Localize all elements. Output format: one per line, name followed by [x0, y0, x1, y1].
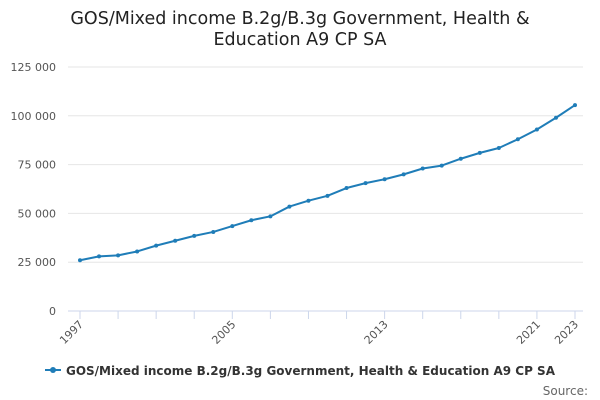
data-point[interactable] [230, 224, 235, 229]
data-point[interactable] [458, 156, 463, 161]
chart-title-line-1: GOS/Mixed income B.2g/B.3g Government, H… [70, 9, 530, 29]
data-point[interactable] [135, 249, 140, 254]
y-tick-label: 0 [49, 305, 56, 318]
y-tick-label: 50 000 [18, 207, 57, 220]
data-point[interactable] [553, 115, 558, 120]
data-point[interactable] [78, 258, 82, 263]
legend-series-marker-icon [44, 366, 61, 373]
x-tick-label: 2021 [514, 318, 543, 347]
series-layer [78, 103, 577, 263]
y-tick-label: 125 000 [11, 61, 57, 74]
x-tick-label: 1997 [57, 318, 86, 347]
source-credit[interactable]: Source: [542, 384, 588, 398]
data-point[interactable] [534, 127, 539, 132]
legend-series-label: GOS/Mixed income B.2g/B.3g Government, H… [65, 364, 555, 378]
data-point[interactable] [116, 253, 121, 258]
data-point[interactable] [515, 137, 520, 142]
data-point[interactable] [363, 181, 368, 186]
data-point[interactable] [573, 103, 577, 108]
x-axis: 1997 2005 2013 2021 2023 [57, 310, 583, 347]
data-point[interactable] [192, 233, 197, 238]
chart-title-line-2: Education A9 CP SA [213, 30, 387, 50]
y-tick-label: 25 000 [18, 256, 57, 269]
data-point[interactable] [97, 254, 102, 259]
legend[interactable]: GOS/Mixed income B.2g/B.3g Government, H… [0, 364, 600, 378]
data-point[interactable] [306, 198, 311, 203]
y-tick-label: 75 000 [18, 159, 57, 172]
y-tick-label: 100 000 [11, 110, 57, 123]
data-point[interactable] [344, 186, 349, 191]
data-point[interactable] [249, 218, 254, 223]
data-point[interactable] [477, 150, 482, 155]
data-point[interactable] [325, 193, 330, 198]
data-point[interactable] [401, 172, 406, 177]
data-point[interactable] [154, 243, 159, 248]
x-tick-label: 2005 [209, 318, 238, 347]
data-point[interactable] [420, 166, 425, 171]
x-tick-label: 2013 [362, 318, 391, 347]
data-point[interactable] [268, 214, 273, 219]
data-point[interactable] [382, 177, 387, 182]
data-point[interactable] [496, 146, 501, 151]
data-point[interactable] [439, 163, 444, 168]
data-point[interactable] [287, 204, 292, 209]
y-axis-labels: 0 25 000 50 000 75 000 100 000 125 000 [11, 61, 57, 318]
data-point[interactable] [211, 229, 216, 234]
x-tick-label: 2023 [552, 318, 581, 347]
data-point[interactable] [173, 238, 178, 243]
series-line[interactable] [79, 104, 576, 262]
gridlines [68, 66, 583, 263]
